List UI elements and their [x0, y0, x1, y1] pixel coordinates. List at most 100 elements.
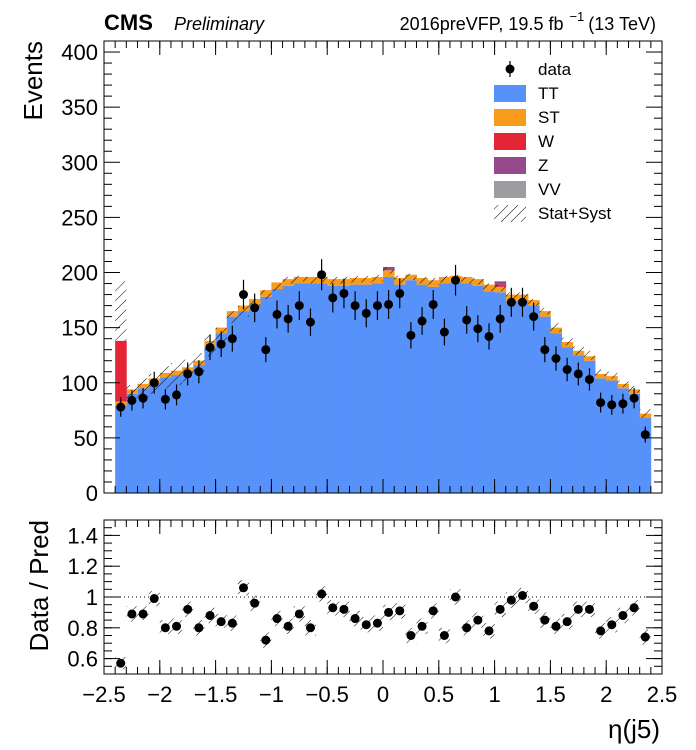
ratio-point-46	[629, 603, 639, 613]
ratio-point-32	[473, 615, 483, 625]
ratio-point-35	[506, 595, 516, 605]
ratio-point-28	[428, 606, 438, 616]
ratio-point-37	[529, 601, 539, 611]
uncertainty-bin-42	[583, 350, 596, 360]
bar-tt-4	[159, 377, 172, 493]
ratio-y-tick-label-1: 0.8	[67, 616, 98, 641]
ratio-point-36	[518, 590, 527, 600]
bar-tt-24	[383, 276, 395, 493]
x-tick-label-1: −2	[147, 682, 172, 707]
data-point-8	[205, 342, 215, 352]
ratio-point-11	[239, 583, 248, 593]
ratio-point-41	[573, 604, 583, 614]
ratio-point-1	[127, 609, 137, 619]
uncertainty-bin-32	[472, 278, 484, 285]
ratio-y-tick-label-4: 1.4	[67, 523, 98, 548]
data-point-45	[618, 399, 628, 409]
stacked-histogram	[115, 267, 652, 493]
y-tick-label-8: 400	[61, 40, 98, 65]
y-axis-label: Events	[18, 41, 48, 121]
lumi-prefix: 2016preVFP, 19.5 fb	[400, 14, 564, 34]
ratio-panel: 0.6 0.8 1 1.2 1.4 −2.5 −2 −1.5 −1 −0.5 0 0.5 1 1.5 2 2.…	[24, 519, 677, 744]
bar-tt-10	[226, 316, 239, 493]
ratio-point-9	[216, 617, 226, 627]
bar-tt-17	[304, 283, 317, 493]
bar-tt-19	[327, 285, 339, 493]
legend-swatch-w	[494, 133, 526, 150]
data-point-39	[551, 354, 561, 364]
uncertainty-bin-11	[237, 305, 250, 317]
ratio-point-26	[406, 631, 416, 640]
data-point-16	[294, 301, 304, 311]
data-point-14	[272, 309, 282, 319]
data-point-40	[562, 365, 572, 375]
data-point-17	[305, 317, 315, 327]
data-point-4	[160, 394, 170, 404]
legend-swatch-st	[494, 109, 526, 126]
data-point-12	[250, 303, 260, 313]
bar-tt-14	[271, 289, 283, 493]
data-point-47	[640, 430, 650, 440]
bar-z-34	[494, 281, 507, 285]
uncertainty-bin-27	[416, 276, 428, 284]
uncertainty-bin-10	[226, 311, 238, 324]
ratio-point-33	[484, 626, 494, 636]
ratio-point-8	[205, 610, 215, 620]
ratio-point-2	[138, 609, 148, 619]
legend-label-tt: TT	[538, 84, 559, 103]
legend-label-st: ST	[538, 108, 560, 127]
ratio-point-4	[160, 623, 170, 633]
ratio-point-40	[562, 617, 572, 627]
ratio-point-43	[596, 626, 606, 636]
uncertainty-bin-33	[483, 283, 495, 292]
ratio-y-tick-label-3: 1.2	[67, 554, 98, 579]
ratio-uncertainty-band	[115, 580, 651, 670]
y-tick-label-0: 0	[86, 481, 98, 506]
data-point-26	[406, 330, 416, 340]
ratio-point-31	[462, 623, 472, 633]
uncertainty-bin-28	[427, 278, 439, 285]
data-point-3	[149, 378, 159, 388]
bar-tt-26	[405, 280, 417, 493]
uncertainty-bin-26	[405, 273, 417, 281]
ratio-point-24	[384, 607, 394, 617]
bar-tt-6	[182, 371, 194, 493]
x-tick-label-0: −2.5	[82, 682, 125, 707]
data-point-11	[239, 290, 248, 300]
data-point-22	[361, 308, 371, 318]
ratio-point-19	[328, 603, 338, 613]
bar-tt-33	[483, 291, 495, 493]
bar-tt-3	[148, 382, 161, 493]
data-point-24	[384, 299, 394, 309]
ratio-point-10	[227, 618, 237, 628]
uncertainty-bin-0	[115, 281, 127, 341]
data-point-1	[127, 395, 137, 405]
data-point-0	[116, 402, 126, 412]
ratio-point-23	[372, 618, 382, 628]
uncertainty-bin-22	[360, 275, 372, 283]
bar-tt-12	[249, 305, 261, 493]
legend-swatch-vv	[494, 181, 526, 198]
uncertainty-bin-34	[494, 284, 506, 292]
y-tick-label-4: 200	[61, 261, 98, 286]
data-point-19	[328, 293, 338, 303]
uncertainty-bin-38	[539, 307, 551, 315]
bar-tt-30	[449, 282, 462, 493]
y-tick-label-3: 150	[61, 316, 98, 341]
bar-tt-15	[282, 285, 295, 493]
legend-swatch-tt	[494, 85, 526, 102]
bar-tt-36	[516, 300, 529, 493]
data-point-5	[172, 390, 182, 400]
ratio-point-20	[339, 604, 349, 614]
ratio-point-14	[272, 614, 282, 624]
data-points	[116, 259, 650, 443]
legend-label-data: data	[538, 60, 572, 79]
uncertainty-bin-16	[293, 275, 305, 282]
x-axis-label: η(j5)	[608, 714, 660, 744]
cms-label: CMS	[104, 10, 153, 35]
bar-tt-45	[617, 388, 629, 493]
uncertainty-bin-2	[137, 378, 149, 398]
uncertainty-bin-17	[304, 276, 317, 284]
data-point-28	[428, 299, 438, 309]
legend: data TT ST WZ VV Stat+Syst	[494, 60, 612, 223]
